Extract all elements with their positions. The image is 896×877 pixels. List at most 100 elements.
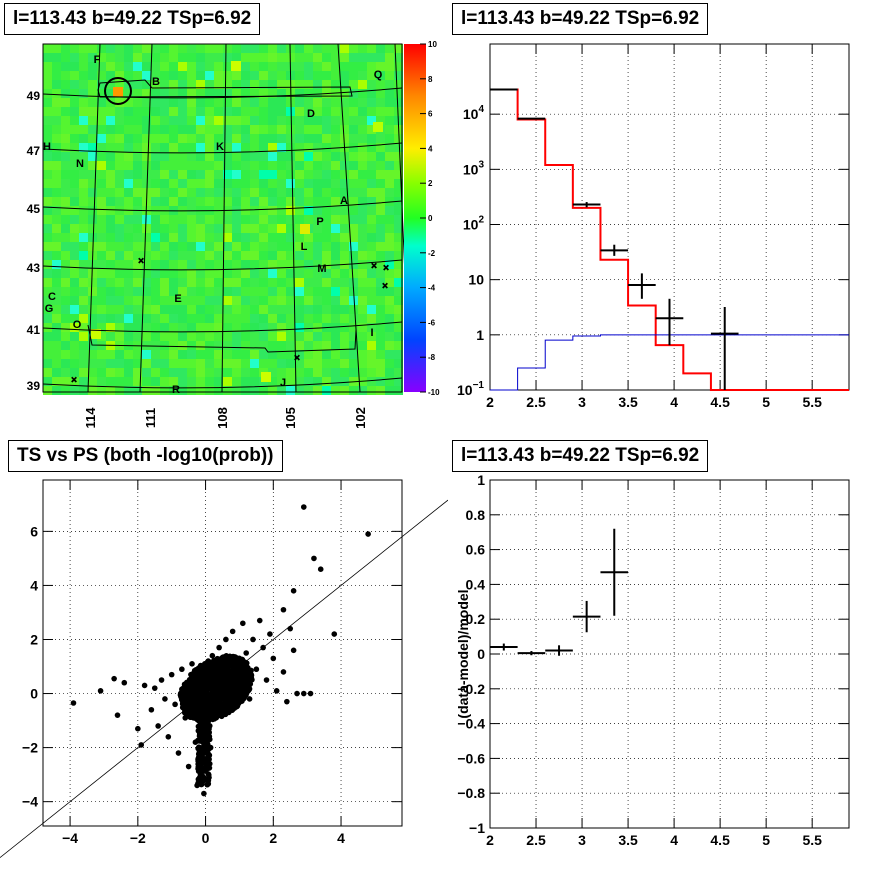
- map-cell: [367, 323, 376, 332]
- source-label-q: Q: [374, 69, 383, 81]
- map-cell: [223, 305, 232, 314]
- map-cell: [322, 161, 331, 170]
- map-cell: [376, 170, 385, 179]
- map-cell: [223, 386, 232, 395]
- latitude-line: [42, 142, 403, 154]
- map-cell: [79, 161, 88, 170]
- map-cell: [232, 170, 241, 179]
- map-cell: [205, 143, 214, 152]
- x-tick-label: 5.5: [802, 832, 822, 848]
- map-cell: [331, 278, 340, 287]
- map-cell: [322, 53, 331, 62]
- y-tick-label: 0.2: [466, 611, 486, 627]
- scatter-point: [219, 669, 226, 675]
- map-cell: [196, 242, 205, 251]
- map-cell: [142, 161, 151, 170]
- map-cell: [367, 179, 376, 188]
- map-cell: [79, 44, 88, 53]
- y-tick-label: 10: [468, 272, 484, 288]
- map-cell: [61, 161, 70, 170]
- map-hotspot: [261, 372, 271, 382]
- map-cell: [61, 269, 70, 278]
- map-cell: [331, 98, 340, 107]
- map-cell: [115, 188, 124, 197]
- map-y-tick-label: 49: [27, 89, 41, 103]
- map-cell: [277, 71, 286, 80]
- map-cell: [160, 215, 169, 224]
- map-cell: [268, 134, 277, 143]
- map-cell: [214, 89, 223, 98]
- map-cell: [241, 71, 250, 80]
- map-cell: [70, 98, 79, 107]
- map-cell: [169, 161, 178, 170]
- map-cell: [115, 260, 124, 269]
- map-cell: [268, 143, 277, 152]
- map-cell: [340, 359, 349, 368]
- map-cell: [394, 341, 403, 350]
- map-cell: [79, 80, 88, 89]
- y-tick-label: −0.8: [457, 785, 485, 801]
- map-cell: [70, 278, 79, 287]
- map-cell: [349, 188, 358, 197]
- map-cell: [214, 134, 223, 143]
- map-cell: [250, 350, 259, 359]
- map-cell: [259, 206, 268, 215]
- map-cell: [313, 89, 322, 98]
- source-label-g: G: [45, 303, 54, 315]
- map-cell: [205, 152, 214, 161]
- colorbar-tick-label: 2: [428, 179, 433, 188]
- map-cell: [88, 305, 97, 314]
- map-cell: [142, 62, 151, 71]
- scatter-point: [236, 677, 242, 683]
- map-cell: [205, 116, 214, 125]
- map-cell: [70, 251, 79, 260]
- map-cell: [115, 53, 124, 62]
- map-cell: [133, 224, 142, 233]
- map-cell: [115, 44, 124, 53]
- map-cell: [124, 224, 133, 233]
- map-cell: [61, 71, 70, 80]
- x-marker: ×: [71, 375, 77, 386]
- map-cell: [88, 242, 97, 251]
- map-cell: [133, 188, 142, 197]
- scatter-point: [190, 684, 197, 690]
- scatter-point: [178, 696, 185, 703]
- map-cell: [169, 71, 178, 80]
- scatter-point: [216, 644, 222, 651]
- map-cell: [151, 359, 160, 368]
- map-cell: [286, 161, 295, 170]
- map-cell: [52, 98, 61, 107]
- map-cell: [394, 44, 403, 53]
- map-cell: [205, 62, 214, 71]
- map-cell: [349, 314, 358, 323]
- scatter-point: [223, 636, 229, 643]
- x-tick-label: 3: [578, 394, 586, 410]
- map-cell: [304, 233, 313, 242]
- map-cell: [277, 359, 286, 368]
- map-cell: [322, 116, 331, 125]
- map-cell: [223, 278, 232, 287]
- map-cell: [214, 359, 223, 368]
- scatter-point: [207, 744, 214, 751]
- map-cell: [358, 44, 367, 53]
- scatter-point: [180, 685, 187, 691]
- map-cell: [340, 89, 349, 98]
- map-cell: [349, 170, 358, 179]
- map-cell: [277, 197, 286, 206]
- map-cell: [196, 125, 205, 134]
- map-cell: [88, 152, 97, 161]
- map-cell: [250, 161, 259, 170]
- map-cell: [196, 44, 205, 53]
- map-cell: [97, 224, 106, 233]
- map-cell: [133, 125, 142, 134]
- scatter-point: [216, 688, 223, 694]
- map-cell: [214, 269, 223, 278]
- map-cell: [97, 278, 106, 287]
- map-cell: [223, 152, 232, 161]
- map-cell: [313, 386, 322, 395]
- map-cell: [385, 44, 394, 53]
- map-cell: [349, 134, 358, 143]
- map-cell: [376, 98, 385, 107]
- map-cell: [133, 314, 142, 323]
- map-cell: [43, 206, 52, 215]
